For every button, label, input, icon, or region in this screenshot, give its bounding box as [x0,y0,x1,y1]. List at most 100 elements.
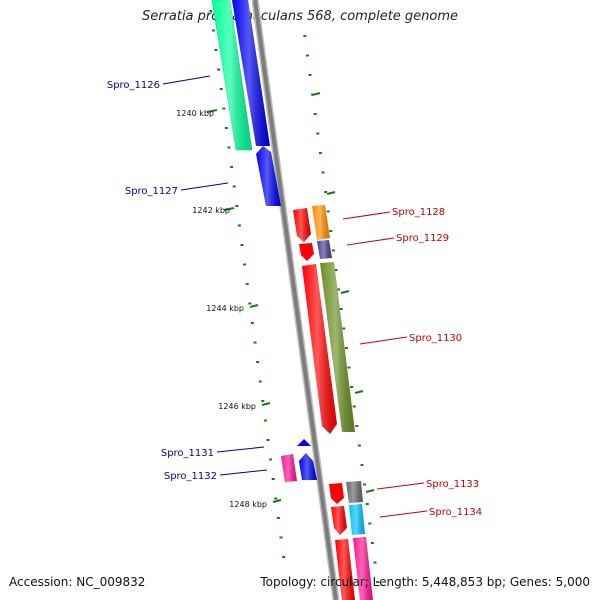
gene-pink-5[interactable] [353,537,373,600]
minor-tick-dot [363,483,367,486]
minor-tick-dot [308,74,312,76]
gene-red-2[interactable] [299,243,314,261]
minor-tick-dot [245,283,249,285]
minor-tick-dot [237,224,241,227]
minor-tick-dot [316,132,320,135]
minor-tick-dot [222,107,226,110]
minor-tick-dot [326,210,330,213]
gene-spro-1131[interactable] [299,453,317,480]
gene-label: Spro_1134 [429,507,482,518]
gene-spro-1128[interactable] [312,205,330,240]
tick-label: 1240 kbp [176,109,214,118]
gene-red-long[interactable] [302,264,337,434]
minor-tick-dot [339,308,343,310]
label-spro-1132[interactable]: Spro_1132 [164,469,268,482]
minor-tick-dot [266,439,270,441]
minor-tick-dot [303,35,307,37]
label-spro-1134[interactable]: Spro_1134 [379,507,482,518]
minor-tick-dot [355,425,359,427]
label-spro-1128[interactable]: Spro_1128 [342,207,445,220]
tick-1240: 1240 kbp [176,109,218,118]
tick-label: 1246 kbp [218,402,256,411]
tick-label: 1244 kbp [206,304,244,313]
minor-tick-dot [305,54,309,57]
right-ticks [311,92,375,493]
topology-label: Topology: circular; Length: 5,448,853 bp… [260,575,590,589]
minor-tick-dot [365,503,369,505]
gene-label: Spro_1128 [392,207,445,218]
minor-tick-dot [373,561,377,564]
minor-tick-dot [271,478,275,480]
minor-tick-dot [248,302,252,305]
minor-tick-dot [334,269,338,271]
minor-tick-dot [243,263,247,266]
minor-tick-dot [324,191,328,193]
minor-tick-dot [232,185,236,188]
gene-spro-1133[interactable] [346,481,363,503]
minor-tick-dot [240,244,244,246]
tick-1242: 1242 kbp [192,206,235,215]
gene-label: Spro_1131 [161,448,214,459]
minor-tick-dot [368,522,372,525]
gene-red-1[interactable] [293,208,311,242]
label-spro-1126[interactable]: Spro_1126 [107,75,211,91]
label-spro-1130[interactable]: Spro_1130 [359,333,462,345]
gene-label: Spro_1133 [426,479,479,490]
minor-tick-dot [209,10,213,12]
minor-tick-dot [214,49,218,51]
minor-tick-dot [347,366,351,369]
minor-tick-dot [224,127,228,129]
minor-tick-dot [279,536,283,539]
gene-label: Spro_1132 [164,471,217,482]
label-spro-1131[interactable]: Spro_1131 [161,446,265,459]
minor-tick-dot [250,322,254,324]
minor-tick-dot [258,380,262,383]
gene-label: Spro_1130 [409,333,462,344]
tick-dots-left [209,10,286,558]
gene-label: Spro_1126 [107,80,160,91]
gene-blue-small-arrow[interactable] [297,439,311,446]
gene-spro-1127[interactable] [256,146,281,206]
minor-tick-dot [269,458,273,461]
minor-tick-dot [376,581,380,583]
minor-tick-dot [211,29,215,32]
minor-tick-dot [261,400,265,402]
minor-tick-dot [321,171,325,174]
minor-tick-dot [342,327,346,330]
gene-red-5[interactable] [335,539,355,600]
minor-tick-dot [344,347,348,349]
minor-tick-dot [337,288,341,291]
minor-tick-dot [357,444,361,447]
minor-tick-dot [350,386,354,388]
gene-spro-1130[interactable] [320,262,355,432]
gene-red-4[interactable] [331,506,347,535]
minor-tick-dot [276,517,280,519]
gene-spro-1129[interactable] [317,240,332,259]
minor-tick-dot [370,542,374,544]
minor-tick-dot [227,146,231,149]
minor-tick-dot [360,464,364,466]
backbone [251,0,340,600]
gene-spro-1132[interactable] [281,454,297,482]
gene-label: Spro_1127 [125,186,178,197]
minor-tick-dot [282,556,286,558]
minor-tick-dot [331,249,335,252]
label-spro-1133[interactable]: Spro_1133 [376,479,479,490]
minor-tick-dot [329,230,333,232]
minor-tick-dot [219,88,223,90]
minor-tick-dot [217,68,221,71]
gene-spro-1126[interactable] [211,0,253,151]
gene-blue-1[interactable] [232,0,270,146]
label-spro-1127[interactable]: Spro_1127 [125,182,229,197]
minor-tick-dot [318,152,322,154]
accession-label: Accession: NC_009832 [9,575,146,589]
minor-tick-dot [274,497,278,500]
minor-tick-dot [313,113,317,115]
gene-red-3[interactable] [329,483,344,504]
tick-label: 1248 kbp [229,500,267,509]
label-spro-1129[interactable]: Spro_1129 [346,233,449,246]
tick-1246: 1246 kbp [218,402,271,411]
gene-spro-1134[interactable] [349,504,365,535]
gene-label: Spro_1129 [396,233,449,244]
